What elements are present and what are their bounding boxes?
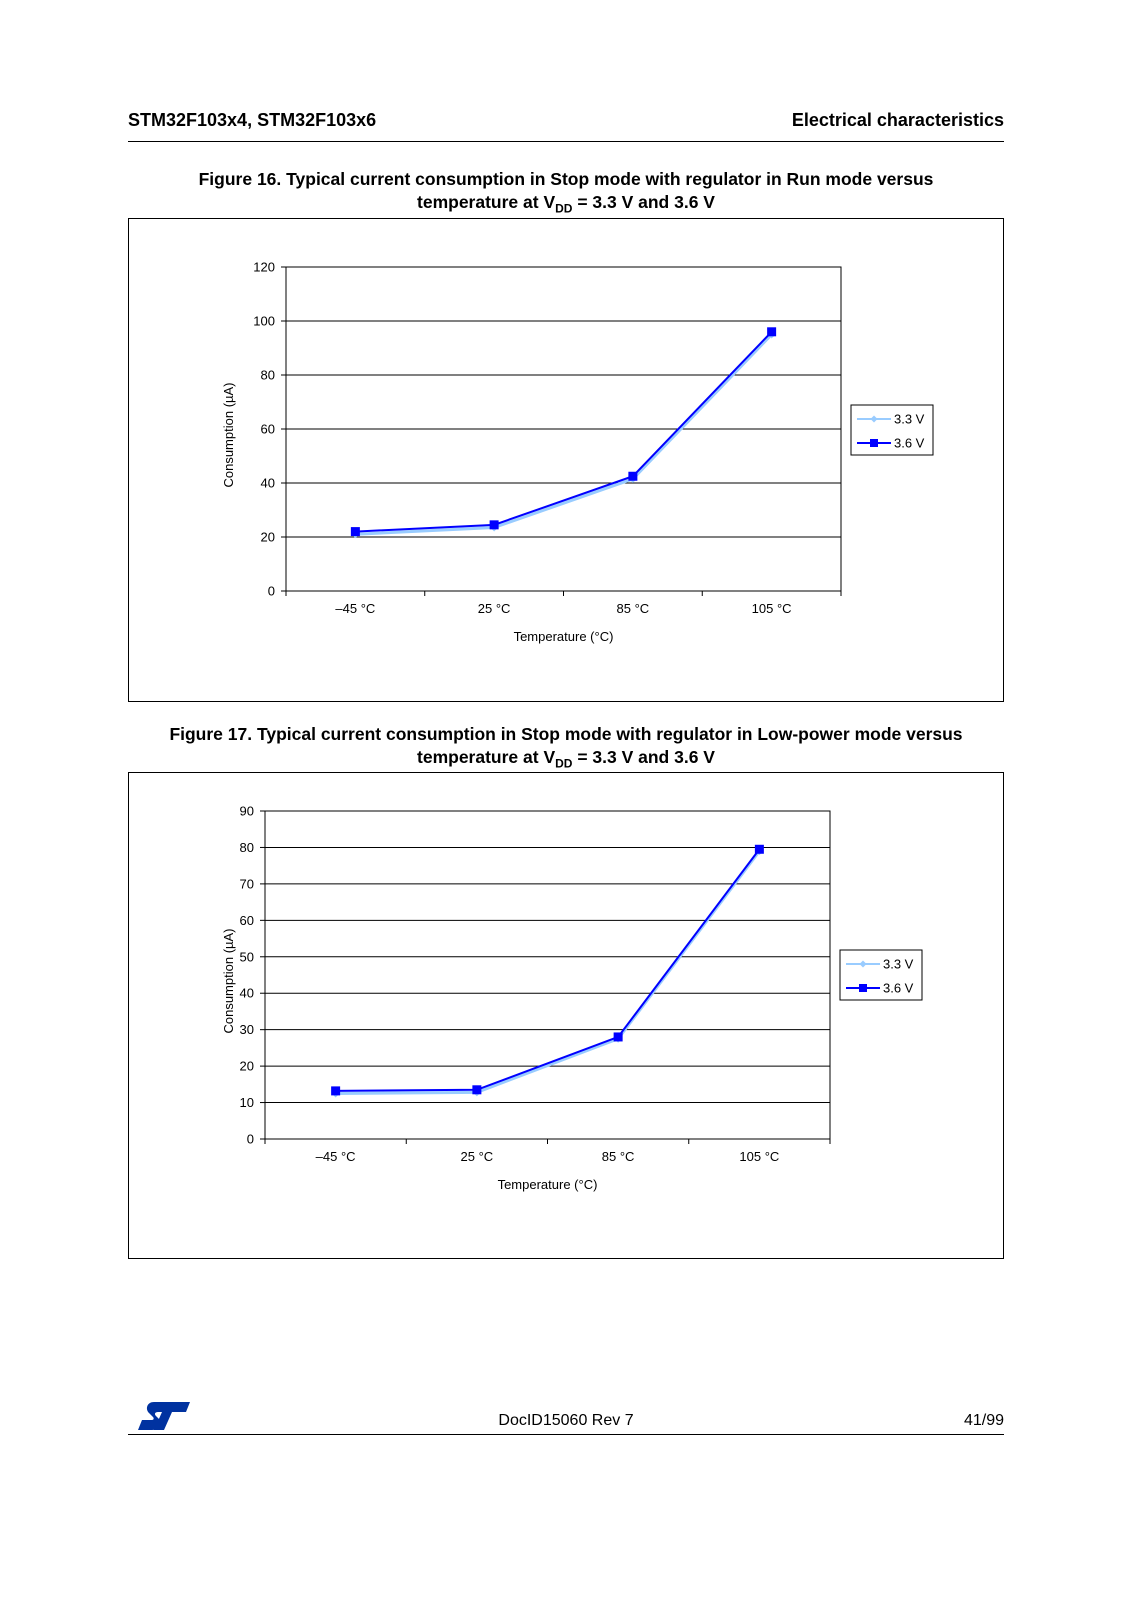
footer-rule xyxy=(128,1434,1004,1435)
legend-marker-3v3 xyxy=(859,960,867,968)
y-tick-label: 0 xyxy=(268,584,275,599)
y-axis-label: Consumption (µA) xyxy=(221,382,236,487)
legend-box xyxy=(850,404,934,456)
series-line-0 xyxy=(355,333,773,536)
x-tick-label: 85 °C xyxy=(617,601,650,616)
data-point-3v6 xyxy=(767,327,777,337)
y-tick-label: 20 xyxy=(240,1059,254,1074)
x-tick-label: 105 °C xyxy=(752,601,792,616)
figure-17-title-line1: Figure 17. Typical current consumption i… xyxy=(169,724,963,744)
y-tick-label: 20 xyxy=(261,530,275,545)
header-left-title: STM32F103x4, STM32F103x6 xyxy=(128,110,377,130)
y-tick-label: 80 xyxy=(240,840,254,855)
legend-marker-3v3 xyxy=(870,415,878,423)
figure-16-chart: 0 20 40 60 80 100 120 –45 °C 25 °C 85 °C 105 °C Tem… xyxy=(128,218,1004,702)
y-tick-label: 40 xyxy=(261,476,275,491)
figure-17-title-sub: DD xyxy=(555,756,573,771)
figure-17-chart: 0 10 20 30 40 50 60 70 80 90 –45 °C 25 °C 85 °C 105 °… xyxy=(128,772,1004,1259)
figure-17-title-line2: temperature at VDD = 3.3 V and 3.6 V xyxy=(128,746,1004,776)
st-logo-icon xyxy=(138,1402,190,1430)
x-tick-label: –45 °C xyxy=(335,601,375,616)
y-tick-label: 0 xyxy=(247,1132,254,1147)
data-point-3v6 xyxy=(331,1086,341,1096)
y-tick-label: 40 xyxy=(240,986,254,1001)
header-rule xyxy=(128,141,1004,142)
legend-marker-3v6 xyxy=(859,984,867,992)
legend-label-1: 3.6 V xyxy=(883,981,914,996)
footer-doc-id: DocID15060 Rev 7 xyxy=(498,1412,634,1429)
x-tick-label: 105 °C xyxy=(739,1149,779,1164)
legend-marker-3v6 xyxy=(870,439,878,447)
y-tick-label: 100 xyxy=(253,314,275,329)
series-line-0 xyxy=(335,850,761,1095)
legend-label-0: 3.3 V xyxy=(894,412,925,427)
data-point-3v6 xyxy=(489,520,499,530)
y-tick-label: 60 xyxy=(261,422,275,437)
data-point-3v6 xyxy=(472,1085,482,1095)
x-tick-label: 25 °C xyxy=(461,1149,494,1164)
figure-16-title: Figure 16. Typical current consumption i… xyxy=(128,168,1004,221)
x-tick-label: 85 °C xyxy=(602,1149,635,1164)
figure-17-title-pre: temperature at V xyxy=(417,747,556,767)
series-line-1 xyxy=(355,331,773,533)
header-right-title: Electrical characteristics xyxy=(791,110,1004,130)
x-tick-label: 25 °C xyxy=(478,601,511,616)
figure-17-title: Figure 17. Typical current consumption i… xyxy=(128,723,1004,776)
data-point-3v6 xyxy=(754,844,764,854)
footer-page-number: 41/99 xyxy=(963,1412,1004,1429)
figure-16-title-post: = 3.3 V and 3.6 V xyxy=(572,192,715,212)
legend-label-1: 3.6 V xyxy=(894,436,925,451)
data-point-3v6 xyxy=(613,1032,623,1042)
x-axis-label: Temperature (°C) xyxy=(498,1177,598,1192)
data-point-3v6 xyxy=(628,471,638,481)
series-line-1 xyxy=(335,848,761,1092)
figure-17-chart-svg: 0 10 20 30 40 50 60 70 80 90 –45 °C 25 °C 85 °C 105 °… xyxy=(221,804,923,1192)
x-tick-label: –45 °C xyxy=(316,1149,356,1164)
figure-16-title-line2: temperature at VDD = 3.3 V and 3.6 V xyxy=(128,191,1004,221)
y-tick-label: 30 xyxy=(240,1022,254,1037)
figure-16-title-sub: DD xyxy=(555,201,573,216)
y-tick-label: 50 xyxy=(240,949,254,964)
y-tick-label: 120 xyxy=(253,260,275,275)
y-tick-label: 70 xyxy=(240,876,254,891)
y-tick-label: 80 xyxy=(261,368,275,383)
y-tick-label: 90 xyxy=(240,804,254,819)
figure-16-title-line1: Figure 16. Typical current consumption i… xyxy=(198,169,934,189)
figure-16-title-pre: temperature at V xyxy=(417,192,556,212)
figure-16-chart-svg: 0 20 40 60 80 100 120 –45 °C 25 °C 85 °C 105 °C Tem… xyxy=(221,260,934,644)
y-tick-label: 10 xyxy=(240,1095,254,1110)
legend-label-0: 3.3 V xyxy=(883,957,914,972)
legend-box xyxy=(839,949,923,1001)
figure-17-title-post: = 3.3 V and 3.6 V xyxy=(572,747,715,767)
y-tick-label: 60 xyxy=(240,913,254,928)
x-axis-label: Temperature (°C) xyxy=(514,629,614,644)
data-point-3v6 xyxy=(350,527,360,537)
y-axis-label: Consumption (µA) xyxy=(221,928,236,1033)
